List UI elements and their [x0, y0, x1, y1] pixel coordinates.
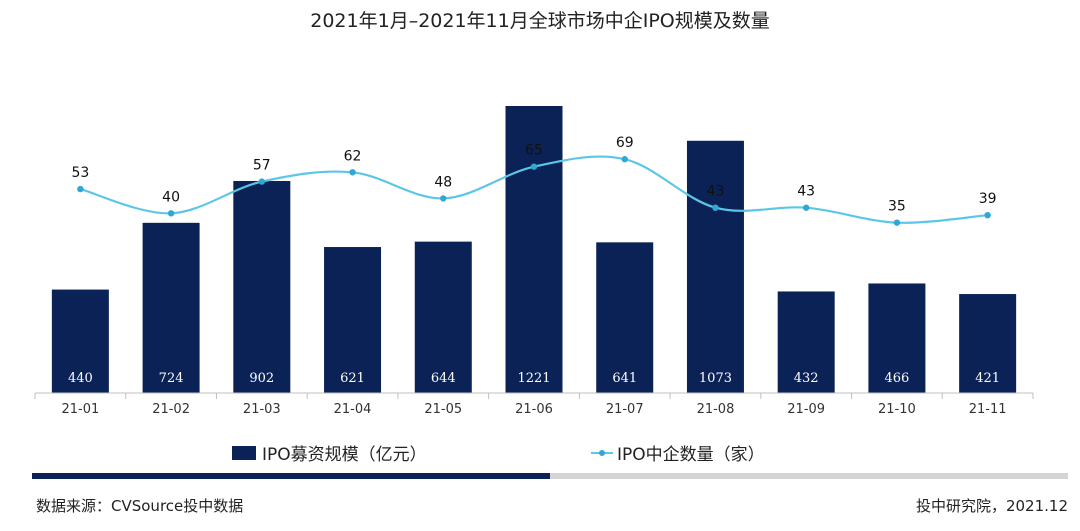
- line-marker: [77, 185, 84, 193]
- line-value-label: 39: [979, 191, 997, 207]
- line-value-label: 43: [707, 184, 725, 200]
- progress-fill: [32, 473, 550, 479]
- legend-bar-label: IPO募资规模（亿元）: [262, 445, 427, 465]
- bar: [959, 294, 1017, 393]
- line-marker: [440, 195, 447, 202]
- bar: [142, 222, 200, 393]
- line-value-label: 35: [888, 199, 906, 215]
- x-tick-label: 21-08: [697, 402, 735, 417]
- line-value-label: 62: [344, 148, 362, 164]
- bar-value-label: 902: [249, 371, 274, 386]
- x-tick-label: 21-04: [334, 402, 372, 417]
- bar-value-label: 432: [794, 371, 819, 386]
- bar-value-label: 724: [159, 371, 184, 386]
- progress-bar: [32, 473, 1068, 479]
- legend-item-bar: IPO募资规模（亿元）: [232, 440, 427, 465]
- bar: [596, 242, 654, 393]
- bar-value-label: 641: [612, 371, 637, 386]
- bar-value-label: 440: [68, 371, 93, 386]
- x-tick-label: 21-03: [243, 402, 281, 417]
- bar-value-label: 621: [340, 371, 365, 386]
- line-marker: [349, 169, 356, 176]
- line-marker: [802, 204, 810, 211]
- line-marker: [258, 178, 266, 185]
- combo-chart: 440 724 902 621 644 1221 641 1073 432 466 421 21-0…: [34, 106, 1034, 417]
- chart-title: 2021年1月–2021年11月全球市场中企IPO规模及数量: [310, 10, 770, 32]
- line-value-labels: 53 40 57 62 48 65 69 43 43 35 39: [71, 135, 996, 214]
- bar: [777, 291, 835, 393]
- bar: [505, 106, 563, 393]
- bar: [51, 289, 109, 393]
- x-tick-label: 21-01: [61, 402, 99, 417]
- line-marker: [984, 211, 991, 219]
- x-tick-label: 21-07: [606, 402, 644, 417]
- source-note: 数据来源：CVSource投中数据: [36, 497, 244, 515]
- line-swatch-icon: [591, 446, 613, 460]
- bar: [324, 247, 382, 393]
- line-value-label: 43: [797, 184, 815, 200]
- bar: [414, 241, 472, 393]
- x-tick-label: 21-02: [152, 402, 190, 417]
- line-value-label: 40: [162, 189, 180, 205]
- x-axis-ticks: [34, 393, 1034, 399]
- line-markers: [77, 155, 991, 226]
- line-value-label: 57: [253, 158, 271, 174]
- line-marker: [167, 210, 175, 217]
- bar-value-label: 1073: [699, 371, 732, 386]
- bar-value-labels: 440 724 902 621 644 1221 641 1073 432 466 421: [68, 371, 1000, 386]
- bar-value-label: 466: [884, 371, 909, 386]
- line-marker: [530, 163, 538, 170]
- line-value-label: 48: [434, 174, 452, 190]
- legend: IPO募资规模（亿元） IPO中企数量（家）: [0, 440, 1080, 466]
- bar-swatch-icon: [232, 445, 256, 460]
- bar: [868, 283, 926, 393]
- line-marker: [621, 155, 628, 163]
- line-value-label: 69: [616, 135, 634, 151]
- bar: [233, 180, 291, 393]
- bar-value-label: 644: [431, 371, 456, 386]
- bar-value-label: 421: [975, 371, 1000, 386]
- line-marker: [712, 204, 719, 211]
- bar-value-label: 1221: [517, 371, 550, 386]
- credit-note: 投中研究院，2021.12: [915, 497, 1068, 515]
- line-value-label: 65: [525, 143, 543, 159]
- legend-line-label: IPO中企数量（家）: [617, 445, 765, 465]
- line-marker: [893, 219, 901, 226]
- x-tick-label: 21-05: [424, 402, 462, 417]
- legend-item-line: IPO中企数量（家）: [591, 440, 765, 465]
- bar: [686, 140, 744, 393]
- line-value-label: 53: [71, 165, 89, 181]
- x-tick-labels: 21-01 21-02 21-03 21-04 21-05 21-06 21-07 21-08…: [61, 402, 1006, 417]
- bar-series: [51, 106, 1017, 393]
- x-tick-label: 21-10: [878, 402, 916, 417]
- x-tick-label: 21-11: [969, 402, 1007, 417]
- x-tick-label: 21-06: [515, 402, 553, 417]
- x-tick-label: 21-09: [787, 402, 825, 417]
